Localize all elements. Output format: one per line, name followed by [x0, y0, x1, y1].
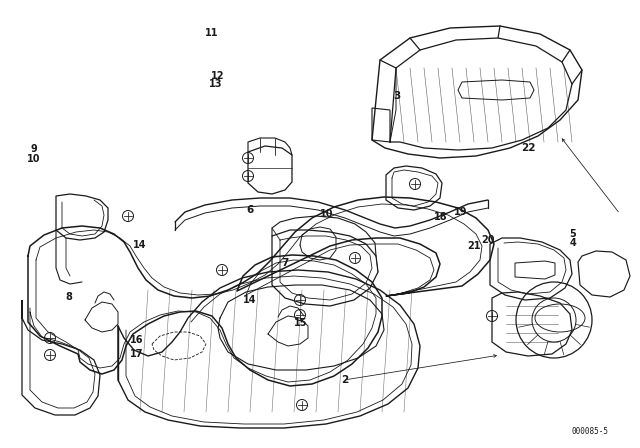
Text: 14: 14 — [243, 295, 257, 305]
Text: 17: 17 — [129, 349, 143, 359]
Text: 15: 15 — [294, 319, 308, 328]
Text: 10: 10 — [27, 154, 41, 164]
Text: 13: 13 — [209, 79, 223, 89]
Text: 12: 12 — [211, 71, 225, 81]
Text: 6: 6 — [246, 205, 253, 215]
Text: 20: 20 — [481, 235, 495, 245]
Text: 16: 16 — [129, 336, 143, 345]
Text: 9: 9 — [31, 144, 37, 154]
Text: 10: 10 — [319, 209, 333, 219]
Text: 14: 14 — [132, 240, 147, 250]
Text: 000085-5: 000085-5 — [572, 427, 609, 436]
Text: 2: 2 — [340, 375, 348, 385]
Text: 11: 11 — [204, 28, 218, 38]
Text: 8: 8 — [66, 292, 72, 302]
Text: 5: 5 — [570, 229, 576, 239]
Text: 7: 7 — [281, 258, 289, 268]
Text: 4: 4 — [570, 238, 576, 248]
Text: 18: 18 — [433, 212, 447, 222]
Text: 21: 21 — [467, 241, 481, 251]
Text: 22: 22 — [522, 143, 536, 153]
Text: 19: 19 — [454, 207, 468, 217]
Text: 3: 3 — [393, 91, 401, 101]
